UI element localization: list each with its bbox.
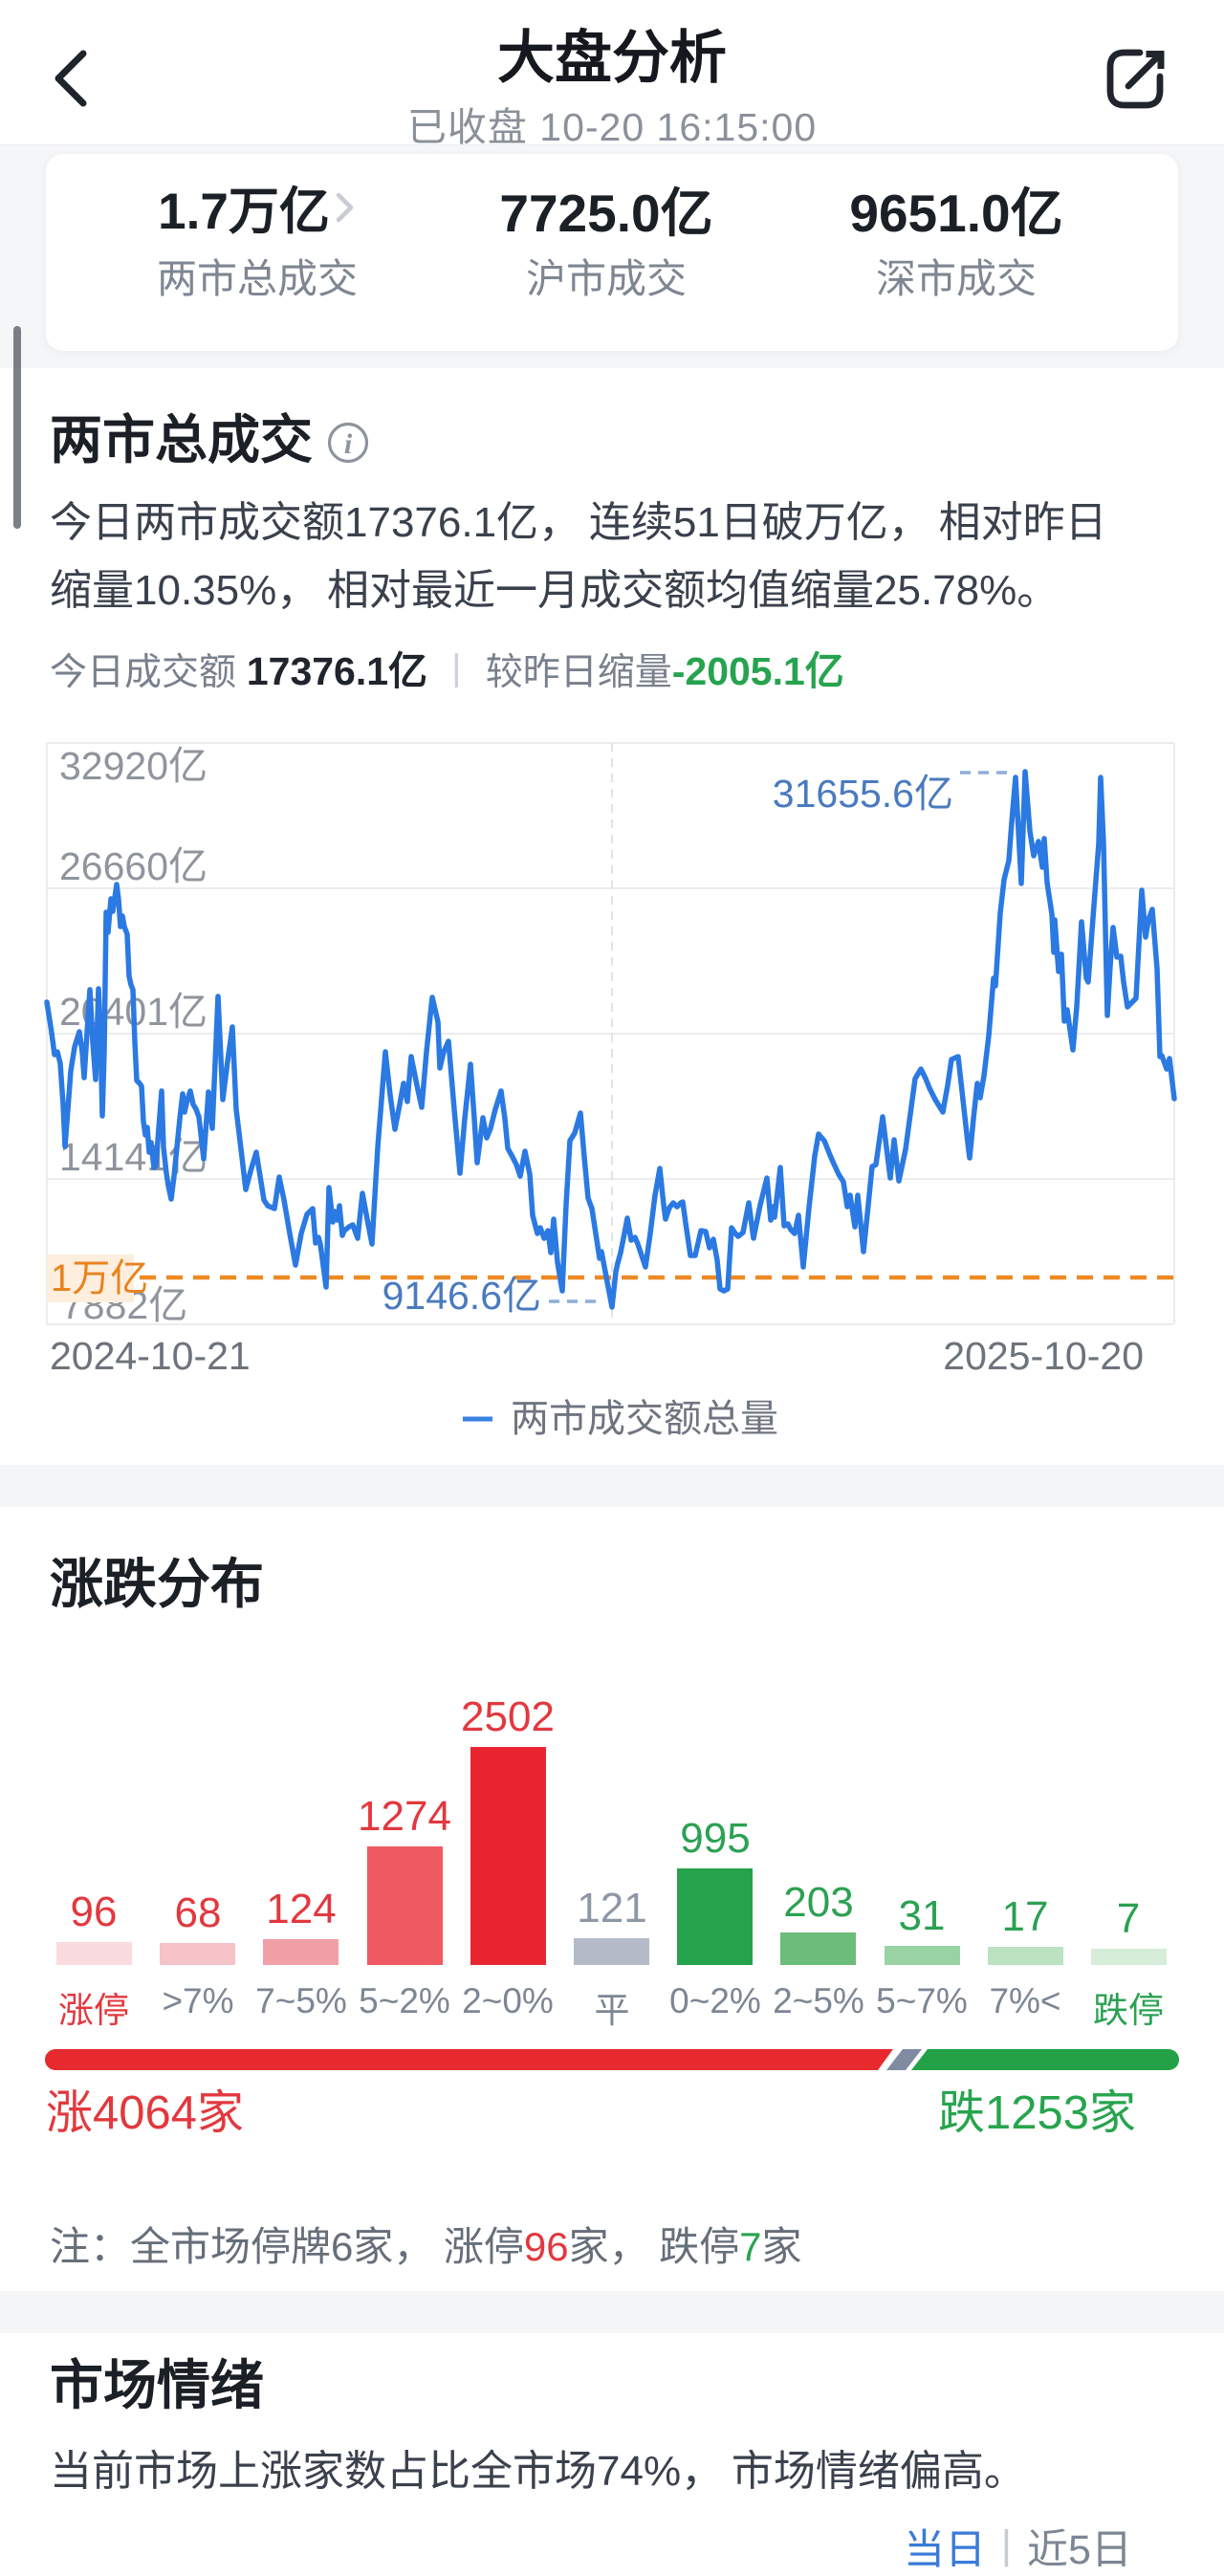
svg-text:1万亿: 1万亿 bbox=[51, 1257, 148, 1299]
svg-text:31655.6亿: 31655.6亿 bbox=[773, 772, 953, 816]
svg-text:9146.6亿: 9146.6亿 bbox=[382, 1274, 541, 1318]
svg-text:26660亿: 26660亿 bbox=[59, 844, 208, 888]
svg-text:2025-10-20: 2025-10-20 bbox=[943, 1334, 1144, 1378]
svg-text:32920亿: 32920亿 bbox=[59, 744, 208, 788]
svg-text:i: i bbox=[344, 428, 353, 460]
svg-text:2024-10-21: 2024-10-21 bbox=[50, 1334, 251, 1378]
svg-text:两市成交额总量: 两市成交额总量 bbox=[511, 1398, 778, 1440]
svg-text:14141亿: 14141亿 bbox=[59, 1135, 208, 1179]
